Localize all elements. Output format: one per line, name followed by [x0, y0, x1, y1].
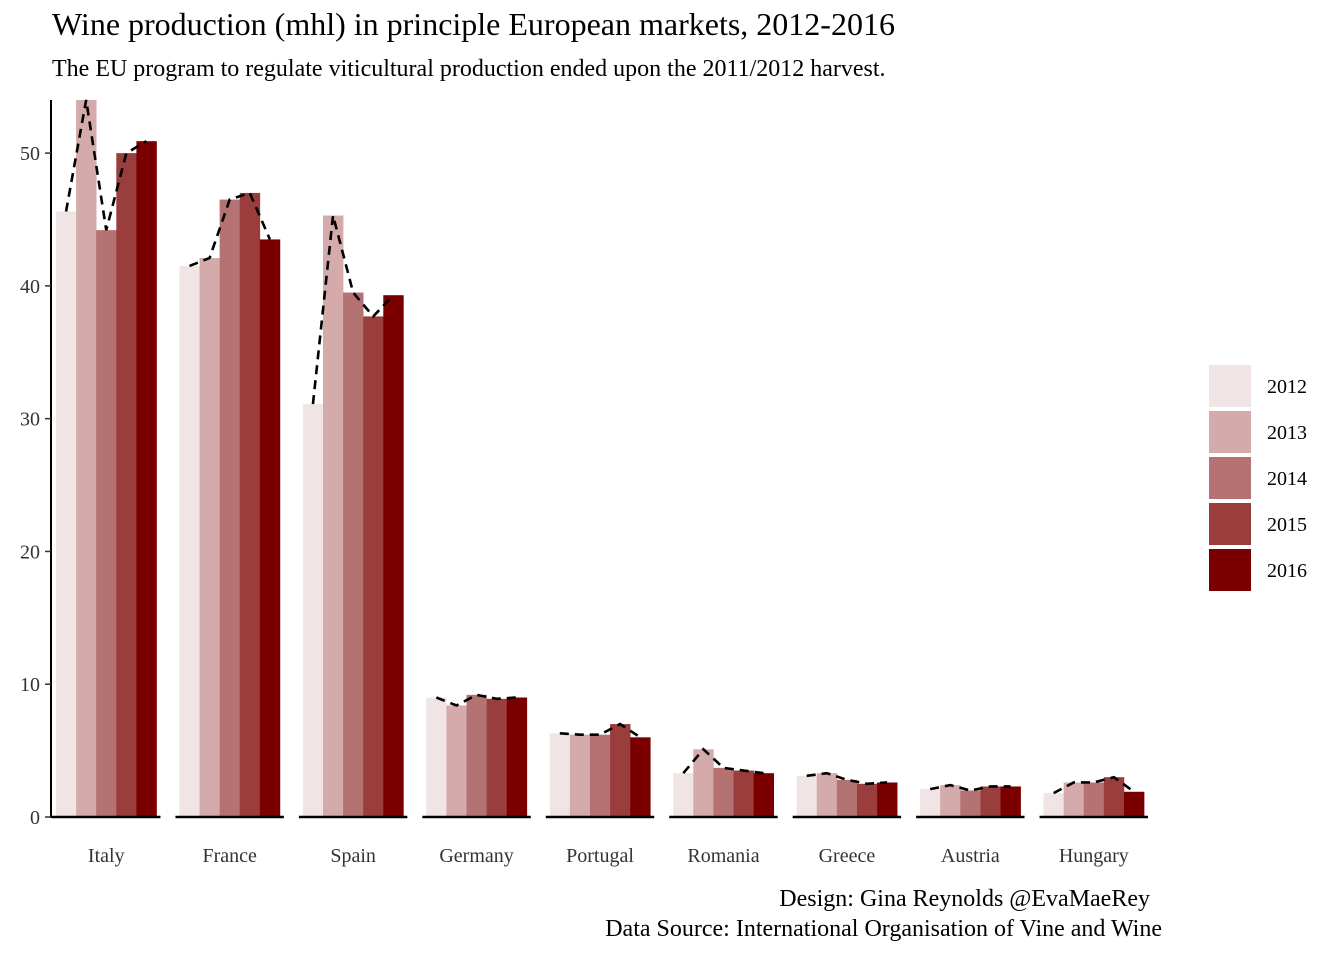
- legend-label-2014: 2014: [1267, 468, 1307, 490]
- bar-germany-2015: [486, 698, 508, 817]
- bar-spain-2016: [383, 295, 404, 817]
- bar-germany-2013: [446, 705, 467, 817]
- legend-swatch-2015: [1209, 503, 1251, 545]
- bar-romania-2016: [753, 773, 775, 817]
- x-tick-label-spain: Spain: [330, 845, 376, 867]
- legend-label-2015: 2015: [1267, 514, 1307, 536]
- trend-line-spain: [311, 215, 395, 405]
- x-tick-label-germany: Germany: [439, 845, 513, 867]
- bar-italy-2015: [116, 153, 137, 818]
- legend-swatch-2013: [1209, 411, 1251, 453]
- bar-italy-2012: [56, 211, 77, 817]
- x-tick-label-hungary: Hungary: [1059, 845, 1129, 867]
- bar-romania-2014: [713, 767, 734, 817]
- y-tick-label-40: 40: [20, 276, 40, 298]
- bar-greece-2014: [836, 779, 858, 817]
- x-tick-label-italy: Italy: [88, 845, 125, 867]
- bar-portugal-2014: [589, 734, 611, 817]
- trend-line-italy: [64, 99, 148, 231]
- bar-france-2014: [219, 199, 241, 817]
- y-tick-label-30: 30: [20, 409, 40, 431]
- bar-france-2012: [179, 265, 200, 818]
- bar-greece-2016: [877, 782, 898, 817]
- bar-hungary-2015: [1103, 777, 1125, 817]
- bar-greece-2015: [856, 783, 878, 817]
- bar-portugal-2015: [610, 724, 631, 817]
- bar-hungary-2016: [1123, 791, 1145, 817]
- trend-line-greece: [806, 771, 888, 786]
- trend-line-austria: [929, 783, 1011, 792]
- trend-line-france: [189, 191, 272, 268]
- bar-portugal-2012: [549, 733, 571, 817]
- bar-germany-2012: [426, 697, 447, 817]
- bar-spain-2012: [302, 404, 324, 817]
- bar-hungary-2013: [1063, 782, 1085, 817]
- legend-label-2016: 2016: [1267, 560, 1307, 582]
- trend-line-romania: [682, 747, 764, 775]
- bar-austria-2015: [980, 786, 1001, 817]
- legend-swatch-2012: [1209, 365, 1251, 407]
- y-tick-label-0: 0: [30, 807, 40, 829]
- bar-spain-2015: [363, 316, 384, 817]
- caption-source: Data Source: International Organisation …: [605, 916, 1162, 942]
- x-tick-label-greece: Greece: [819, 845, 876, 867]
- bar-italy-2016: [136, 141, 157, 817]
- bar-italy-2013: [76, 100, 97, 817]
- y-tick-label-10: 10: [20, 674, 40, 696]
- chart-subtitle: The EU program to regulate viticultural …: [52, 56, 886, 82]
- bar-austria-2012: [920, 789, 941, 817]
- x-tick-label-france: France: [202, 845, 257, 867]
- bar-france-2015: [239, 192, 261, 817]
- chart-title: Wine production (mhl) in principle Europ…: [52, 6, 895, 42]
- bar-france-2013: [199, 258, 220, 817]
- bar-portugal-2013: [569, 734, 591, 817]
- bar-greece-2012: [796, 775, 818, 817]
- bar-hungary-2012: [1043, 793, 1064, 817]
- bar-romania-2012: [673, 773, 694, 817]
- legend-swatch-2014: [1209, 457, 1251, 499]
- y-tick-label-20: 20: [20, 541, 40, 563]
- bar-austria-2013: [940, 785, 961, 817]
- legend-label-2013: 2013: [1267, 422, 1307, 444]
- x-tick-label-portugal: Portugal: [566, 845, 634, 867]
- bar-spain-2013: [322, 215, 344, 817]
- legend-swatch-2016: [1209, 549, 1251, 591]
- bar-italy-2014: [96, 230, 117, 817]
- bar-romania-2015: [733, 770, 754, 817]
- x-tick-label-romania: Romania: [687, 845, 759, 867]
- bar-romania-2013: [693, 749, 714, 817]
- x-tick-label-austria: Austria: [941, 845, 1000, 867]
- bar-germany-2014: [466, 694, 487, 817]
- bar-hungary-2014: [1083, 782, 1105, 817]
- bar-portugal-2016: [630, 737, 651, 817]
- legend-label-2012: 2012: [1267, 376, 1307, 398]
- bar-germany-2016: [506, 697, 528, 817]
- bar-spain-2014: [343, 292, 364, 817]
- bar-austria-2016: [1000, 786, 1021, 817]
- caption-design: Design: Gina Reynolds @EvaMaeRey: [779, 886, 1150, 912]
- bar-greece-2013: [816, 773, 838, 817]
- bar-france-2016: [259, 239, 281, 818]
- bar-austria-2014: [960, 790, 981, 817]
- y-tick-label-50: 50: [20, 143, 40, 165]
- trend-line-hungary: [1053, 775, 1135, 795]
